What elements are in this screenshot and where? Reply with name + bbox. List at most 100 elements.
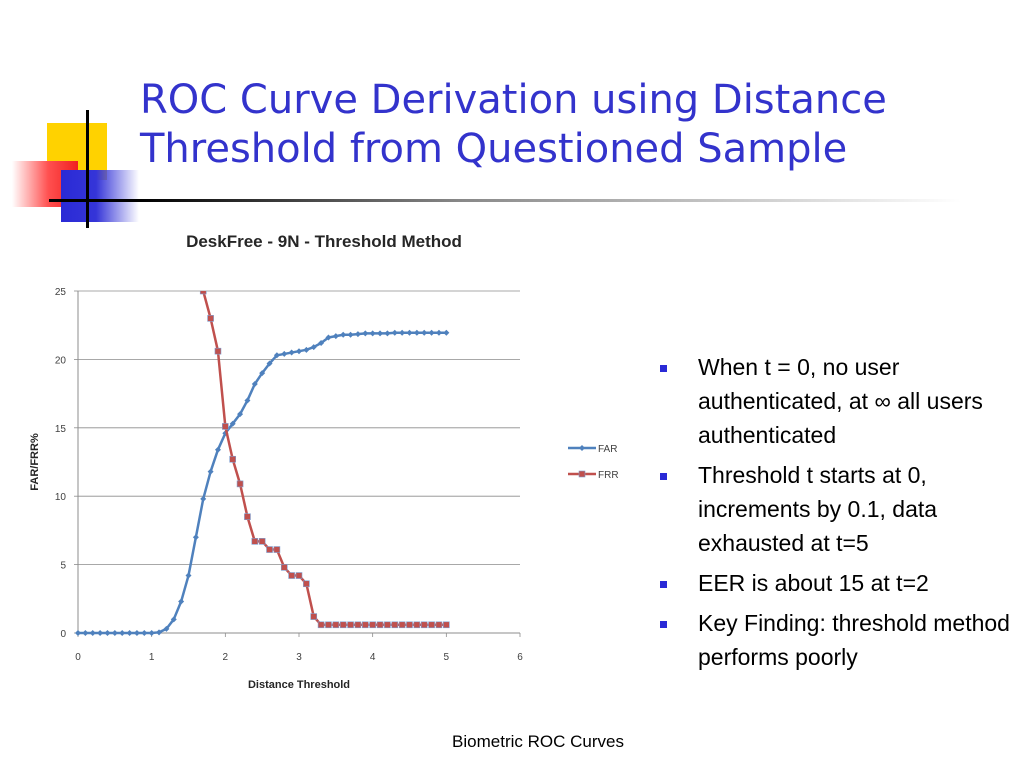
title-underline — [49, 199, 961, 202]
data-point-far — [104, 630, 111, 636]
x-tick-label: 5 — [444, 652, 450, 663]
x-axis-label: Distance Threshold — [248, 679, 350, 691]
data-point-far — [119, 630, 126, 636]
data-point-frr — [398, 621, 406, 629]
data-point-far — [273, 352, 280, 359]
y-tick-label: 20 — [55, 355, 67, 366]
data-point-far — [354, 331, 361, 338]
data-point-frr — [303, 580, 310, 588]
x-tick-label: 0 — [75, 652, 81, 663]
data-point-frr — [295, 572, 303, 579]
series-line-frr — [202, 291, 447, 627]
data-point-far — [156, 629, 163, 636]
y-tick-label: 25 — [55, 287, 67, 298]
data-point-far — [384, 330, 391, 337]
data-point-far — [97, 630, 104, 636]
data-point-far — [229, 420, 236, 427]
data-point-frr — [339, 621, 347, 629]
data-point-frr — [413, 621, 421, 629]
data-point-frr — [229, 455, 236, 463]
slide-footer: Biometric ROC Curves — [452, 732, 624, 751]
data-point-far — [391, 329, 398, 336]
data-point-far — [251, 381, 258, 388]
data-point-far — [310, 344, 317, 351]
data-point-far — [303, 346, 310, 353]
data-point-far — [237, 411, 244, 418]
y-tick-label: 5 — [60, 561, 66, 572]
data-point-far — [296, 348, 302, 355]
data-point-frr — [369, 621, 376, 629]
data-point-frr — [354, 621, 362, 629]
data-point-frr — [443, 621, 450, 629]
data-point-frr — [266, 546, 273, 553]
bullet-item: When t = 0, no user authenticated, at ∞ … — [660, 350, 1015, 452]
logo-blue-square — [61, 170, 139, 222]
data-point-far — [178, 598, 185, 605]
data-point-frr — [332, 621, 340, 629]
data-point-far — [82, 630, 89, 636]
data-point-far — [163, 625, 170, 632]
data-point-far — [75, 630, 81, 636]
data-point-frr — [214, 347, 222, 355]
data-point-far — [340, 331, 347, 338]
data-point-frr — [325, 621, 332, 629]
data-point-far — [192, 534, 199, 541]
data-point-far — [421, 329, 428, 336]
data-point-frr — [222, 423, 229, 430]
data-point-far — [207, 468, 214, 475]
series-frr — [199, 291, 450, 629]
slide-title: ROC Curve Derivation using Distance Thre… — [140, 77, 887, 172]
data-point-frr — [207, 315, 214, 322]
data-point-frr — [361, 621, 369, 629]
legend-label-far: FAR — [598, 444, 617, 455]
data-point-far — [406, 329, 413, 336]
y-tick-label: 0 — [60, 629, 66, 640]
data-point-far — [362, 330, 369, 337]
data-point-frr — [391, 621, 399, 629]
data-point-far — [126, 630, 133, 636]
data-point-far — [325, 334, 332, 341]
y-axis-label: FAR/FRR% — [29, 433, 41, 491]
logo-vertical-line — [86, 110, 89, 228]
data-point-frr — [199, 291, 207, 295]
data-point-frr — [273, 546, 281, 553]
data-point-far — [318, 339, 325, 346]
data-point-far — [89, 630, 96, 636]
data-point-far — [259, 370, 266, 377]
data-point-far — [141, 630, 148, 636]
data-point-frr — [258, 538, 266, 545]
data-point-far — [281, 350, 288, 357]
data-point-far — [288, 349, 295, 356]
data-point-far — [369, 330, 376, 337]
series-far — [75, 329, 450, 636]
data-point-far — [347, 331, 354, 338]
data-point-far — [443, 329, 450, 336]
chart-title: DeskFree - 9N - Threshold Method — [186, 232, 462, 251]
x-tick-label: 1 — [149, 652, 155, 663]
data-point-far — [266, 360, 273, 367]
data-point-frr — [406, 621, 413, 629]
data-point-frr — [384, 621, 391, 629]
data-point-far — [111, 630, 118, 636]
data-point-far — [332, 333, 339, 340]
bullet-list: When t = 0, no user authenticated, at ∞ … — [660, 350, 1015, 680]
data-point-frr — [420, 621, 428, 629]
legend-label-frr: FRR — [598, 470, 619, 481]
x-tick-label: 4 — [370, 652, 376, 663]
legend-marker-far — [579, 445, 585, 451]
data-point-far — [428, 329, 435, 336]
data-point-far — [185, 572, 192, 579]
chart-axes: 0 5 10 15 20 25 0 1 2 3 4 5 6 — [55, 287, 523, 663]
data-point-far — [200, 495, 207, 502]
x-tick-label: 6 — [517, 652, 523, 663]
x-tick-label: 3 — [296, 652, 302, 663]
data-point-far — [133, 630, 140, 636]
chart-grid — [78, 290, 520, 565]
data-point-far — [399, 329, 406, 336]
data-point-frr — [310, 613, 318, 620]
data-point-far — [214, 446, 221, 453]
y-tick-label: 15 — [55, 424, 67, 435]
bullet-item: Key Finding: threshold method performs p… — [660, 606, 1015, 674]
x-tick-label: 2 — [223, 652, 229, 663]
